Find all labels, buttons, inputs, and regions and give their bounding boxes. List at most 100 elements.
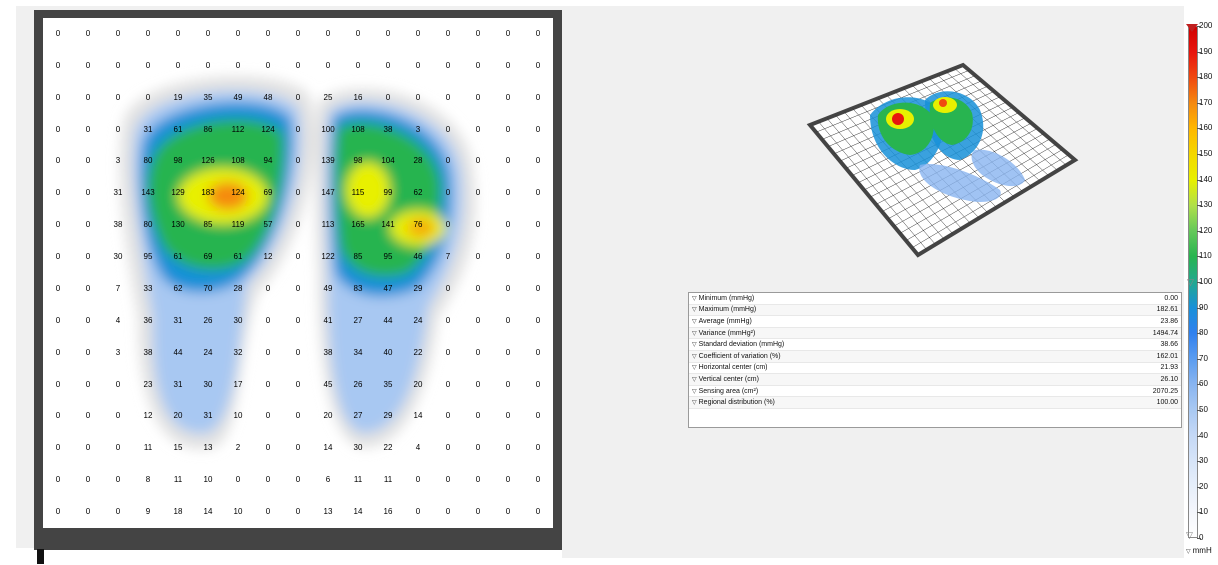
triangle-down-icon[interactable]: ▽ — [692, 400, 697, 407]
grid-cell: 33 — [143, 283, 153, 293]
triangle-down-icon[interactable]: ▽ — [692, 318, 697, 325]
color-scale-tick-mark — [1197, 358, 1201, 360]
mid-slider-handle-icon[interactable]: ▽ — [1187, 277, 1194, 287]
resize-handle[interactable] — [37, 549, 44, 564]
color-scale-tick-label: 140 — [1199, 174, 1213, 184]
grid-cell: 0 — [205, 60, 211, 70]
grid-cell: 38 — [143, 347, 153, 357]
stat-row[interactable]: ▽ Average (mmHg) 23.86 — [689, 316, 1181, 328]
color-scale-tick-mark — [1197, 461, 1201, 463]
grid-cell: 35 — [203, 92, 213, 102]
grid-cell: 0 — [265, 379, 271, 389]
grid-cell: 27 — [353, 411, 363, 421]
grid-cell: 4 — [115, 315, 121, 325]
grid-cell: 126 — [201, 156, 215, 166]
grid-cell: 0 — [475, 379, 481, 389]
grid-cell: 0 — [205, 28, 211, 38]
triangle-down-icon[interactable]: ▽ — [692, 365, 697, 372]
grid-cell: 0 — [415, 475, 421, 485]
grid-cell: 15 — [173, 443, 183, 453]
grid-cell: 0 — [55, 283, 61, 293]
color-scale-tick-mark — [1197, 486, 1201, 488]
triangle-down-icon[interactable]: ▽ — [692, 342, 697, 349]
stat-label: Variance (mmHg²) — [698, 329, 756, 337]
grid-cell: 0 — [445, 443, 451, 453]
grid-cell: 26 — [353, 379, 363, 389]
grid-cell: 0 — [475, 507, 481, 517]
grid-cell: 62 — [173, 283, 183, 293]
grid-cell: 0 — [85, 252, 91, 262]
grid-cell: 112 — [231, 124, 245, 134]
stat-value: 21.93 — [1160, 364, 1178, 372]
grid-cell: 0 — [55, 92, 61, 102]
stat-row[interactable]: ▽ Horizontal center (cm) 21.93 — [689, 363, 1181, 375]
grid-cell: 0 — [475, 124, 481, 134]
grid-cell: 119 — [231, 220, 245, 230]
grid-cell: 0 — [265, 443, 271, 453]
stat-row[interactable]: ▽ Maximum (mmHg) 182.61 — [689, 304, 1181, 317]
stat-row[interactable]: ▽ Standard deviation (mmHg) 38.66 — [689, 339, 1181, 351]
grid-cell: 0 — [355, 28, 361, 38]
grid-cell: 0 — [115, 443, 121, 453]
grid-cell: 0 — [445, 188, 451, 198]
grid-cell: 0 — [445, 347, 451, 357]
stat-label: Vertical center (cm) — [698, 375, 759, 383]
triangle-down-icon[interactable]: ▽ — [692, 295, 697, 302]
grid-cell: 0 — [535, 507, 541, 517]
color-scale-tick-label: 0 — [1199, 533, 1204, 542]
grid-cell: 0 — [505, 283, 511, 293]
grid-cell: 11 — [353, 475, 363, 485]
stat-row[interactable]: ▽ Regional distribution (%) 100.00 — [689, 397, 1181, 409]
grid-cell: 0 — [235, 28, 241, 38]
grid-cell: 38 — [383, 124, 393, 134]
color-scale-tick-mark — [1197, 282, 1201, 283]
grid-cell: 24 — [203, 347, 213, 357]
statistics-table: ▽ Minimum (mmHg) 0.00 ▽ Maximum (mmHg) 182.61… — [688, 292, 1182, 428]
grid-cell: 0 — [295, 188, 301, 198]
color-scale-tick-label: 170 — [1199, 97, 1213, 107]
min-slider-handle-icon[interactable]: ▽ — [1186, 530, 1193, 540]
stat-row[interactable]: ▽ Variance (mmHg²) 1494.74 — [689, 327, 1181, 340]
grid-cell: 22 — [413, 347, 423, 357]
triangle-down-icon[interactable]: ▽ — [692, 388, 697, 395]
grid-cell: 44 — [383, 315, 393, 325]
stat-value: 0.00 — [1164, 294, 1178, 302]
grid-cell: 0 — [445, 220, 451, 230]
grid-cell: 4 — [415, 443, 421, 453]
triangle-down-icon[interactable]: ▽ — [692, 330, 697, 337]
color-scale-tick-label: 200 — [1199, 21, 1213, 30]
grid-cell: 61 — [173, 252, 183, 262]
mesh-line — [911, 154, 1069, 248]
grid-cell: 0 — [265, 60, 271, 70]
stat-row[interactable]: ▽ Vertical center (cm) 26.10 — [689, 374, 1181, 386]
grid-cell: 0 — [445, 475, 451, 485]
triangle-down-icon[interactable]: ▽ — [692, 307, 697, 314]
grid-cell: 0 — [475, 188, 481, 198]
grid-cell: 6 — [325, 475, 331, 485]
triangle-down-icon[interactable]: ▽ — [692, 353, 697, 360]
grid-cell: 0 — [475, 475, 481, 485]
grid-cell: 20 — [323, 411, 333, 421]
grid-cell: 0 — [265, 28, 271, 38]
triangle-down-icon[interactable]: ▽ — [1186, 549, 1191, 555]
stat-label: Minimum (mmHg) — [698, 294, 755, 302]
grid-cell: 25 — [323, 92, 333, 102]
stat-label: Coefficient of variation (%) — [698, 352, 781, 360]
max-slider-handle-icon[interactable] — [1186, 24, 1198, 32]
grid-cell: 0 — [505, 124, 511, 134]
grid-cell: 0 — [415, 28, 421, 38]
grid-cell: 10 — [233, 411, 243, 421]
pressure-3d-view[interactable] — [800, 55, 1090, 265]
stat-row[interactable]: ▽ Coefficient of variation (%) 162.01 — [689, 350, 1181, 363]
stat-row[interactable]: ▽ Sensing area (cm²) 2070.25 — [689, 386, 1181, 398]
grid-cell: 36 — [143, 315, 153, 325]
stat-row[interactable]: ▽ Minimum (mmHg) 0.00 — [689, 293, 1181, 305]
grid-cell: 0 — [115, 411, 121, 421]
grid-cell: 0 — [85, 156, 91, 166]
grid-cell: 0 — [55, 315, 61, 325]
triangle-down-icon[interactable]: ▽ — [692, 376, 697, 383]
stat-value: 1494.74 — [1152, 329, 1178, 337]
grid-cell: 0 — [85, 92, 91, 102]
grid-cell: 83 — [353, 283, 363, 293]
grid-cell: 0 — [85, 28, 91, 38]
